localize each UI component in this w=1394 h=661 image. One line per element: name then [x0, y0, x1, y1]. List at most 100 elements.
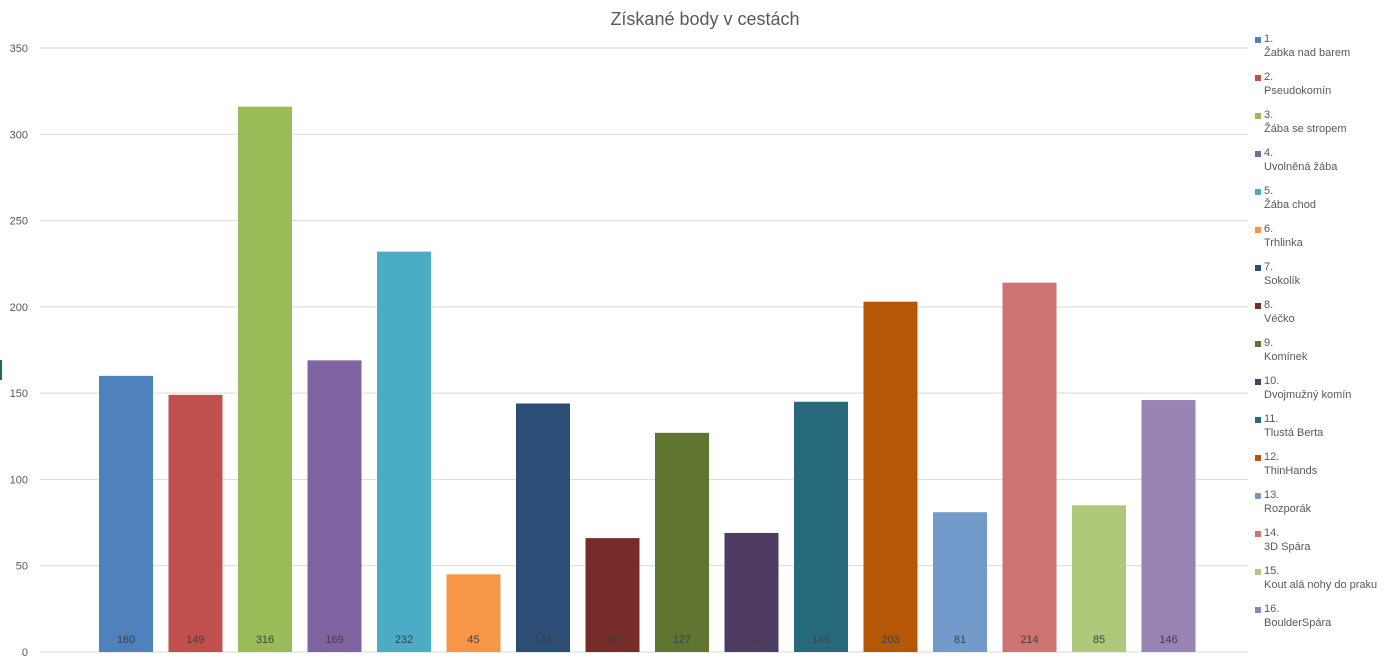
legend-item-3: 3. Žába se stropem: [1254, 109, 1394, 147]
legend-label: Véčko: [1264, 313, 1295, 325]
legend-item-6: 6. Trhlinka: [1254, 223, 1394, 261]
data-label-14: 214: [1020, 634, 1038, 646]
legend-swatch: [1255, 113, 1261, 119]
legend-item-10: 10. Dvojmužný komín: [1254, 375, 1394, 413]
legend-swatch: [1255, 607, 1261, 613]
bar-6: [446, 574, 501, 652]
data-label-2: 149: [186, 634, 204, 646]
legend-label: Žába se stropem: [1264, 123, 1347, 135]
legend-number: 7.: [1264, 261, 1274, 273]
legend-label: ThinHands: [1264, 465, 1318, 477]
legend-swatch: [1255, 37, 1261, 43]
bar-7: [516, 403, 570, 652]
legend-swatch: [1255, 75, 1261, 81]
y-tick-label: 150: [10, 388, 28, 400]
legend-label: Tlustá Berta: [1264, 427, 1324, 439]
bar-10: [724, 532, 779, 652]
legend-item-7: 7. Sokolík: [1254, 261, 1394, 299]
legend-label: Trhlinka: [1264, 237, 1303, 249]
legend-number: 9.: [1264, 337, 1274, 349]
legend-swatch: [1255, 417, 1261, 423]
legend-label: Žába chod: [1264, 199, 1316, 211]
legend-number: 3.: [1264, 109, 1274, 121]
data-label-13: 81: [954, 634, 966, 646]
bar-2: [168, 394, 223, 652]
legend-swatch: [1255, 151, 1261, 157]
chart-title: Získané body v cestách: [610, 9, 800, 29]
legend-item-16: 16. BoulderSpára: [1254, 603, 1394, 641]
data-label-1: 160: [117, 634, 135, 646]
legend-swatch: [1255, 379, 1261, 385]
legend-label: BoulderSpára: [1264, 617, 1332, 629]
legend-item-13: 13. Rozporák: [1254, 489, 1394, 527]
data-label-10: 69: [745, 634, 757, 646]
legend-label: 3D Spára: [1264, 541, 1311, 553]
bar-3: [238, 106, 292, 652]
data-label-12: 203: [881, 634, 899, 646]
y-tick-label: 0: [22, 647, 28, 659]
data-label-7: 144: [534, 634, 552, 646]
row-selection-marker: [0, 360, 2, 380]
bar-12: [863, 301, 918, 652]
data-label-16: 146: [1159, 634, 1177, 646]
legend-item-8: 8. Véčko: [1254, 299, 1394, 337]
legend-swatch: [1255, 189, 1261, 195]
legend-item-4: 4. Uvolněná žába: [1254, 147, 1394, 185]
y-tick-label: 300: [10, 129, 28, 141]
data-label-8: 66: [606, 634, 618, 646]
data-label-4: 169: [325, 634, 343, 646]
bar-15: [1072, 505, 1126, 652]
legend-label: Uvolněná žába: [1264, 161, 1338, 173]
legend-number: 4.: [1264, 147, 1274, 159]
legend-item-15: 15. Kout alá nohy do praku: [1254, 565, 1394, 603]
legend-item-12: 12. ThinHands: [1254, 451, 1394, 489]
chart-legend: 1. Žabka nad barem 2. Pseudokomín 3. Žába se …: [1254, 33, 1394, 641]
legend-item-5: 5. Žába chod: [1254, 185, 1394, 223]
legend-number: 1.: [1264, 33, 1274, 45]
legend-label: Sokolík: [1264, 275, 1301, 287]
legend-number: 13.: [1264, 489, 1280, 501]
y-tick-label: 50: [16, 561, 28, 573]
data-label-9: 127: [673, 634, 691, 646]
data-label-3: 316: [256, 634, 274, 646]
legend-number: 5.: [1264, 185, 1274, 197]
bar-11: [794, 401, 848, 652]
bars: [99, 106, 1196, 653]
legend-label: Pseudokomín: [1264, 85, 1332, 97]
legend-item-14: 14. 3D Spára: [1254, 527, 1394, 565]
legend-swatch: [1255, 265, 1261, 271]
legend-number: 16.: [1264, 603, 1280, 615]
legend-swatch: [1255, 303, 1261, 309]
legend-item-9: 9. Komínek: [1254, 337, 1394, 375]
legend-swatch: [1255, 227, 1261, 233]
legend-label: Rozporák: [1264, 503, 1312, 515]
y-tick-label: 250: [10, 216, 28, 228]
bar-16: [1141, 400, 1196, 652]
bar-4: [307, 360, 362, 652]
legend-label: Žabka nad barem: [1264, 47, 1351, 59]
legend-number: 11.: [1264, 413, 1279, 425]
bar-5: [377, 251, 431, 653]
legend-number: 12.: [1264, 451, 1280, 463]
legend-label: Komínek: [1264, 351, 1308, 363]
data-label-15: 85: [1093, 634, 1105, 646]
y-tick-label: 100: [10, 474, 28, 486]
data-label-11: 145: [812, 634, 830, 646]
legend-swatch: [1255, 569, 1261, 575]
legend-number: 2.: [1264, 71, 1274, 83]
bar-14: [1002, 282, 1057, 652]
legend-item-11: 11. Tlustá Berta: [1254, 413, 1394, 451]
y-tick-label: 200: [10, 302, 28, 314]
legend-swatch: [1255, 455, 1261, 461]
data-label-5: 232: [395, 634, 413, 646]
legend-label: Kout alá nohy do praku: [1264, 579, 1378, 591]
bar-9: [655, 432, 709, 652]
y-tick-label: 350: [10, 43, 28, 55]
legend-item-1: 1. Žabka nad barem: [1254, 33, 1394, 71]
bar-1: [99, 375, 153, 652]
legend-number: 8.: [1264, 299, 1274, 311]
legend-swatch: [1255, 493, 1261, 499]
legend-label: Dvojmužný komín: [1264, 389, 1352, 401]
legend-number: 15.: [1264, 565, 1280, 577]
